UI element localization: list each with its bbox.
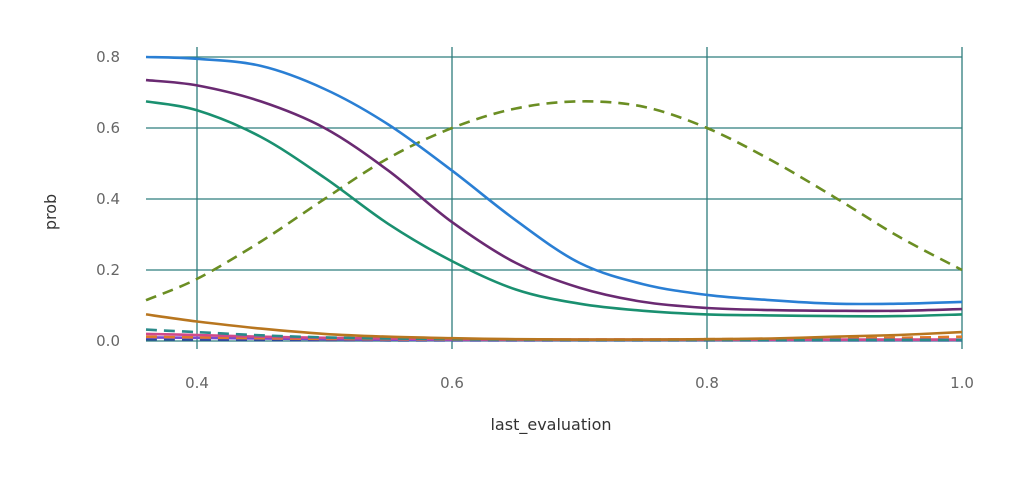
x-tick-label: 1.0	[950, 374, 974, 392]
y-tick-label: 0.6	[96, 119, 120, 137]
series-line-teal-green	[145, 100, 963, 318]
y-tick-label: 0.4	[96, 190, 120, 208]
y-tick-label: 0.8	[96, 48, 120, 66]
y-tick-label: 0.0	[96, 332, 120, 350]
x-tick-label: 0.4	[185, 374, 209, 392]
series-line-olive-dashed	[145, 100, 963, 302]
y-tick-label: 0.2	[96, 261, 120, 279]
y-tick-labels: 0.0 0.2 0.4 0.6 0.8	[96, 48, 120, 350]
x-tick-label: 0.8	[695, 374, 719, 392]
series-line-brown	[145, 313, 963, 341]
series-layer	[145, 55, 963, 342]
x-axis-title: last_evaluation	[490, 415, 611, 435]
x-tick-label: 0.6	[440, 374, 464, 392]
series-line-purple	[145, 78, 963, 313]
x-tick-labels: 0.4 0.6 0.8 1.0	[185, 374, 974, 392]
series-line-blue	[145, 55, 963, 306]
y-axis-title: prob	[41, 194, 60, 230]
